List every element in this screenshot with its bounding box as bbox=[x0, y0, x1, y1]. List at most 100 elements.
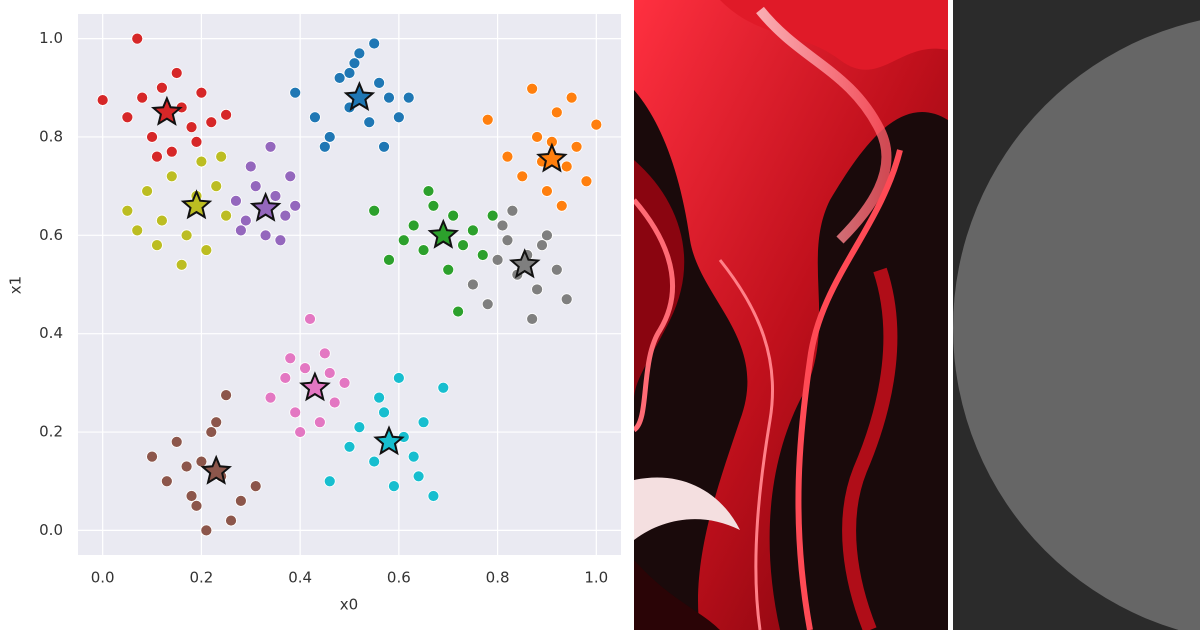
point bbox=[491, 254, 504, 266]
centroid bbox=[249, 191, 282, 222]
point bbox=[501, 234, 514, 247]
point bbox=[550, 106, 563, 119]
point bbox=[151, 239, 163, 252]
point bbox=[205, 116, 218, 129]
point bbox=[496, 219, 509, 232]
point bbox=[541, 185, 553, 197]
y-tick-label: 1.0 bbox=[39, 29, 63, 47]
point bbox=[417, 244, 430, 256]
point bbox=[373, 76, 386, 89]
point bbox=[348, 57, 361, 70]
point bbox=[165, 170, 178, 183]
point bbox=[156, 81, 168, 94]
point bbox=[180, 229, 193, 242]
y-tick-label: 0.4 bbox=[39, 324, 63, 342]
point bbox=[531, 283, 543, 296]
point bbox=[279, 209, 292, 222]
y-tick-label: 0.0 bbox=[39, 521, 63, 539]
point bbox=[160, 475, 173, 488]
point bbox=[195, 455, 208, 468]
point bbox=[289, 406, 302, 419]
point bbox=[220, 108, 232, 121]
y-axis-label: x1 bbox=[7, 276, 25, 294]
swirl-highlight bbox=[634, 198, 676, 433]
point bbox=[269, 190, 282, 202]
point bbox=[333, 72, 346, 84]
point bbox=[264, 140, 277, 153]
point bbox=[156, 214, 168, 227]
point bbox=[264, 391, 277, 404]
point bbox=[580, 175, 593, 188]
point bbox=[289, 86, 302, 99]
point bbox=[392, 111, 405, 124]
swirl bbox=[842, 267, 898, 630]
point bbox=[205, 426, 218, 438]
point bbox=[220, 209, 232, 222]
x-tick-label: 0.6 bbox=[387, 569, 411, 587]
point bbox=[170, 435, 183, 448]
point bbox=[541, 229, 553, 242]
point bbox=[392, 372, 405, 384]
point bbox=[170, 67, 183, 79]
point bbox=[417, 416, 430, 429]
swirl bbox=[634, 0, 948, 630]
point bbox=[407, 219, 420, 232]
point bbox=[353, 421, 366, 434]
point bbox=[249, 480, 262, 493]
point bbox=[452, 305, 465, 318]
y-tick-label: 0.2 bbox=[39, 423, 63, 441]
point bbox=[190, 499, 203, 512]
point bbox=[230, 194, 242, 207]
gray-circle bbox=[953, 20, 1200, 630]
point bbox=[185, 490, 198, 502]
point bbox=[560, 293, 573, 306]
point bbox=[481, 113, 494, 126]
swirl-highlight bbox=[756, 6, 892, 244]
centroid bbox=[299, 371, 331, 402]
point bbox=[550, 263, 563, 276]
point bbox=[200, 524, 213, 537]
point bbox=[457, 239, 469, 252]
marble-image bbox=[634, 0, 948, 630]
y-tick-label: 0.6 bbox=[39, 226, 63, 244]
point bbox=[397, 234, 410, 247]
swirl bbox=[634, 560, 720, 630]
point bbox=[437, 381, 450, 394]
point bbox=[442, 263, 455, 276]
swirl-highlight bbox=[634, 477, 740, 540]
point bbox=[388, 480, 400, 493]
point bbox=[328, 396, 341, 409]
divider bbox=[948, 0, 953, 630]
point bbox=[284, 170, 297, 183]
centroid bbox=[536, 142, 568, 173]
point bbox=[284, 352, 297, 365]
point bbox=[590, 118, 603, 131]
point bbox=[309, 111, 321, 124]
swirl bbox=[720, 0, 948, 70]
point bbox=[249, 180, 262, 193]
point bbox=[368, 37, 381, 50]
point bbox=[378, 140, 390, 153]
point bbox=[195, 155, 208, 168]
centroid bbox=[343, 80, 376, 112]
point bbox=[225, 514, 237, 527]
point bbox=[368, 204, 381, 217]
point bbox=[136, 91, 149, 104]
point bbox=[427, 199, 440, 212]
points bbox=[96, 32, 603, 537]
point bbox=[378, 406, 390, 419]
point bbox=[131, 224, 144, 237]
point bbox=[501, 150, 514, 163]
centroid bbox=[508, 248, 541, 279]
point bbox=[383, 91, 395, 104]
point bbox=[175, 258, 188, 271]
x-tick-label: 0.2 bbox=[189, 569, 213, 587]
grid bbox=[78, 14, 621, 555]
point bbox=[185, 121, 198, 134]
centroid bbox=[180, 189, 213, 220]
point bbox=[121, 204, 134, 217]
point bbox=[343, 67, 356, 79]
point bbox=[323, 131, 336, 143]
point bbox=[234, 224, 247, 237]
x-tick-label: 0.8 bbox=[486, 569, 510, 587]
